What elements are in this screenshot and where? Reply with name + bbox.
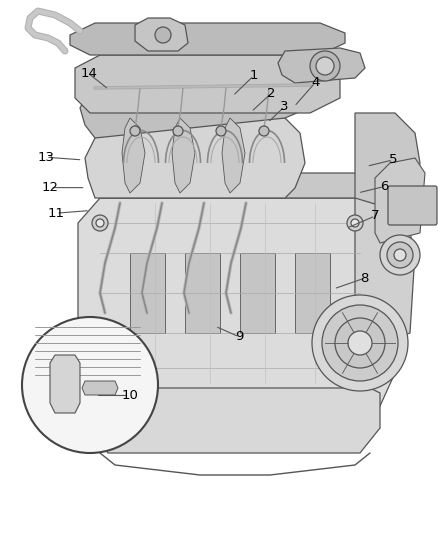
Text: 3: 3: [279, 100, 288, 113]
Polygon shape: [354, 198, 414, 353]
Text: 5: 5: [388, 154, 396, 166]
Polygon shape: [100, 173, 394, 198]
Circle shape: [346, 340, 362, 356]
Circle shape: [92, 340, 108, 356]
Circle shape: [350, 344, 358, 352]
Circle shape: [334, 318, 384, 368]
Text: 12: 12: [42, 181, 59, 194]
Text: 1: 1: [249, 69, 258, 82]
Circle shape: [309, 51, 339, 81]
Text: 6: 6: [379, 180, 388, 193]
Circle shape: [379, 235, 419, 275]
Polygon shape: [50, 355, 80, 413]
Polygon shape: [277, 48, 364, 83]
Polygon shape: [240, 253, 274, 333]
Polygon shape: [294, 253, 329, 333]
Circle shape: [96, 219, 104, 227]
Circle shape: [347, 331, 371, 355]
Circle shape: [393, 249, 405, 261]
Circle shape: [22, 317, 158, 453]
Polygon shape: [135, 18, 187, 51]
Polygon shape: [90, 388, 379, 453]
Polygon shape: [85, 113, 304, 198]
Circle shape: [350, 219, 358, 227]
Polygon shape: [172, 118, 194, 193]
Text: 11: 11: [48, 207, 64, 220]
Circle shape: [130, 126, 140, 136]
Text: 2: 2: [266, 87, 275, 100]
FancyBboxPatch shape: [387, 186, 436, 225]
Circle shape: [155, 27, 171, 43]
Circle shape: [215, 126, 226, 136]
Polygon shape: [184, 253, 219, 333]
Polygon shape: [80, 73, 329, 138]
Polygon shape: [122, 118, 145, 193]
Polygon shape: [354, 113, 419, 213]
Text: 4: 4: [310, 76, 319, 89]
Polygon shape: [130, 253, 165, 333]
Polygon shape: [78, 198, 394, 428]
Circle shape: [321, 305, 397, 381]
Circle shape: [96, 344, 104, 352]
Circle shape: [258, 126, 268, 136]
Circle shape: [386, 242, 412, 268]
Circle shape: [92, 215, 108, 231]
Circle shape: [173, 126, 183, 136]
Text: 14: 14: [80, 67, 97, 80]
Circle shape: [311, 295, 407, 391]
Circle shape: [315, 57, 333, 75]
Circle shape: [346, 215, 362, 231]
Polygon shape: [75, 55, 339, 113]
Text: 7: 7: [370, 209, 379, 222]
Text: 9: 9: [234, 330, 243, 343]
Text: 8: 8: [359, 272, 368, 285]
Polygon shape: [374, 158, 424, 243]
Text: 13: 13: [38, 151, 54, 164]
Polygon shape: [70, 23, 344, 55]
Text: 10: 10: [121, 389, 138, 402]
Polygon shape: [222, 118, 244, 193]
Polygon shape: [82, 381, 118, 395]
